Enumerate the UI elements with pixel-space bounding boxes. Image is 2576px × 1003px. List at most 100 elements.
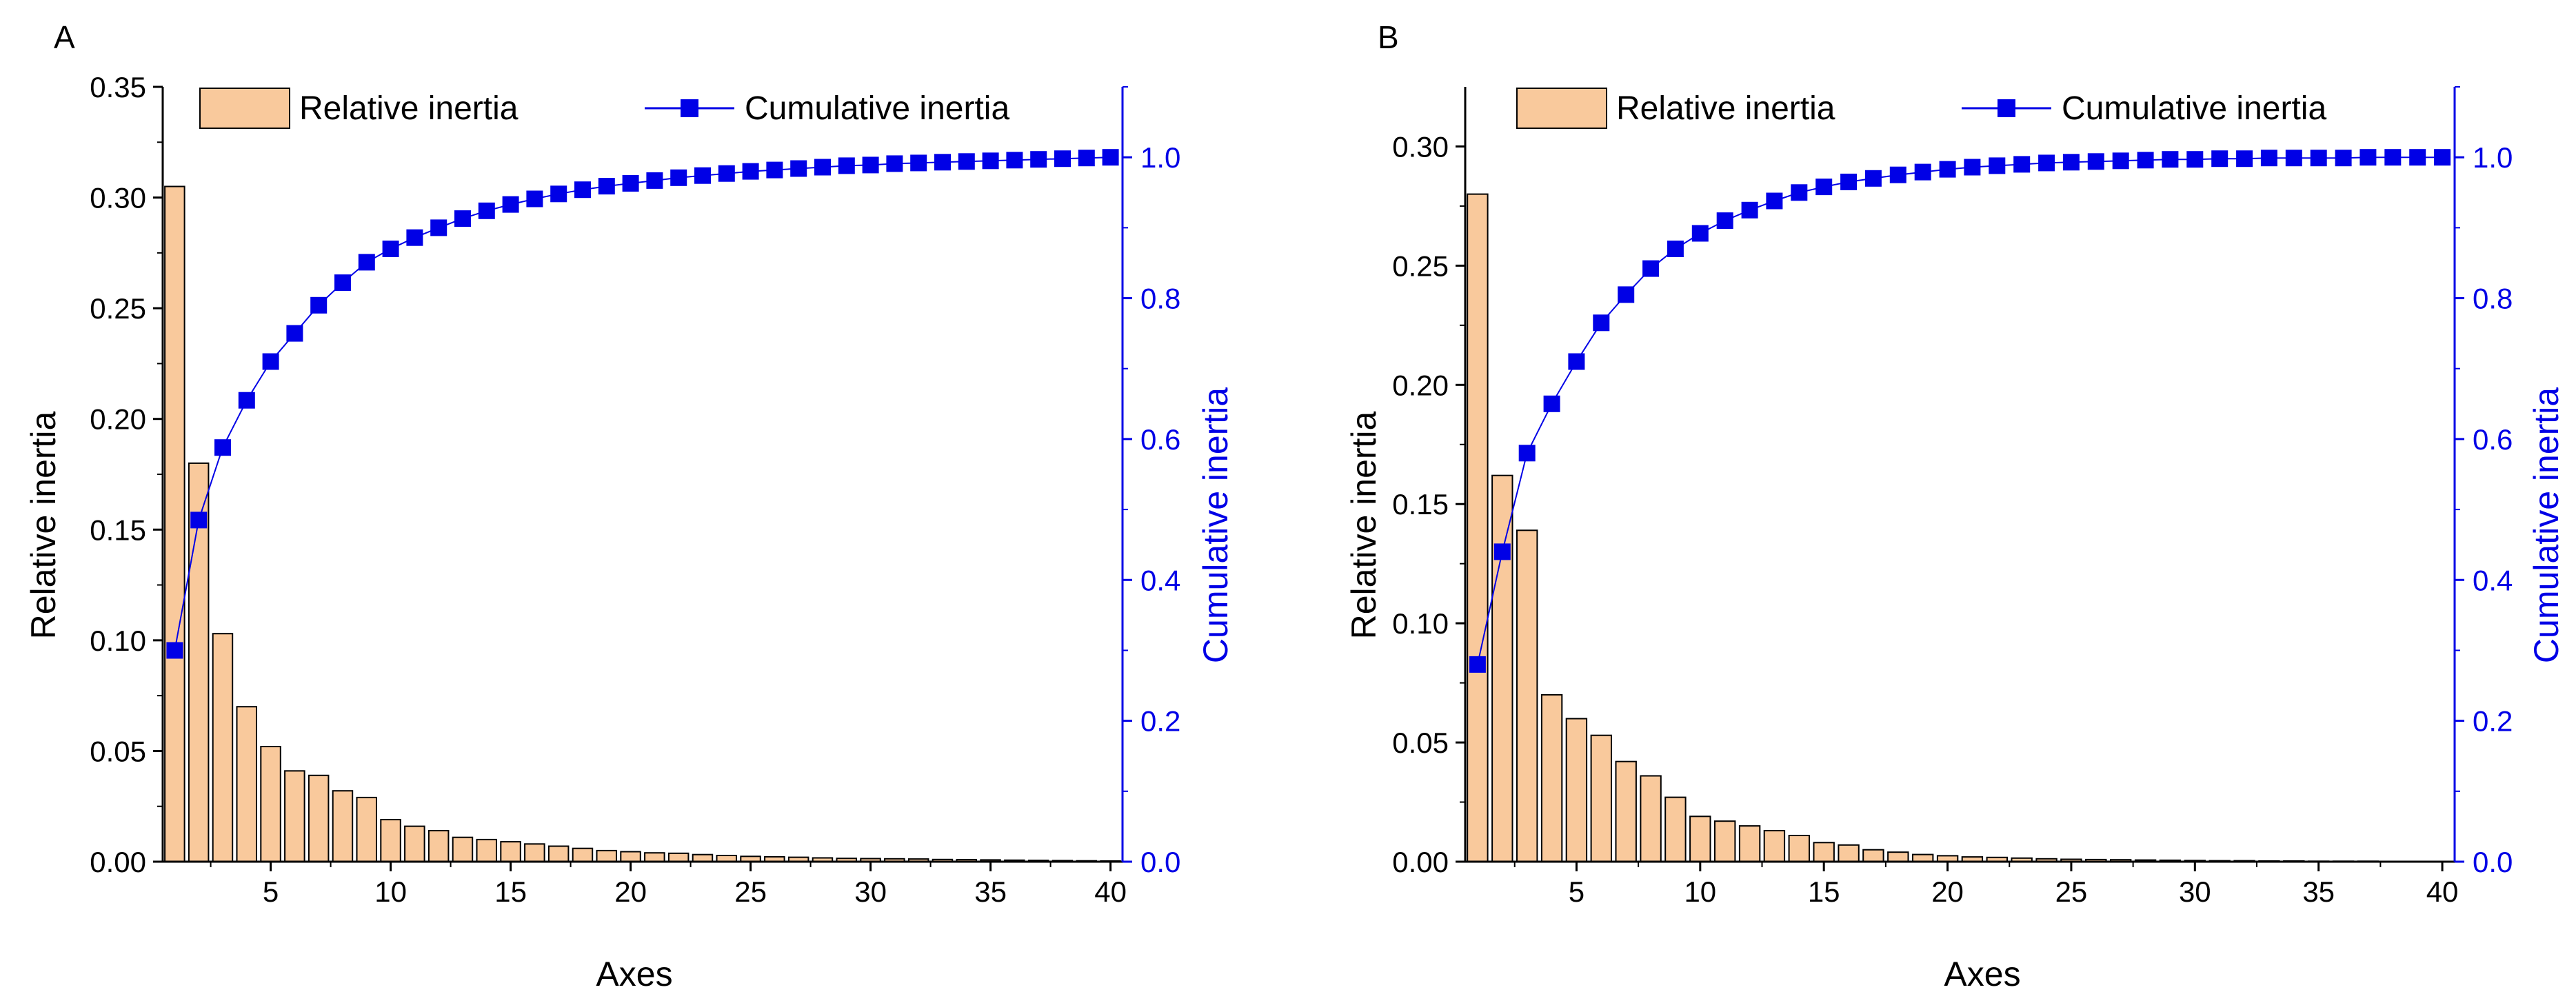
bar — [1813, 842, 1835, 863]
bar — [1788, 835, 1811, 862]
bar — [547, 845, 570, 862]
y-tick-label: 0.15 — [90, 514, 146, 546]
y-tick-label: 0.30 — [1392, 130, 1449, 163]
cumulative-marker — [1054, 150, 1071, 168]
bar — [1491, 474, 1513, 862]
bar — [380, 819, 401, 862]
bar — [1467, 193, 1489, 863]
cumulative-marker — [1964, 159, 1981, 176]
cumulative-marker — [2112, 152, 2129, 170]
cumulative-marker — [2260, 150, 2277, 167]
bar — [332, 790, 354, 862]
cumulative-marker — [478, 202, 495, 219]
cumulative-marker — [646, 172, 663, 189]
x-tick-label: 40 — [1094, 875, 1127, 908]
cumulative-marker — [166, 642, 183, 659]
y-tick-label: 0.30 — [90, 182, 146, 214]
bar — [1516, 529, 1538, 862]
cumulative-marker — [2038, 154, 2055, 172]
bar-series — [164, 185, 1121, 863]
y-tick-label: 0.20 — [90, 403, 146, 436]
cumulative-marker — [1989, 157, 2006, 174]
cumulative-marker — [886, 155, 903, 172]
cumulative-marker — [934, 154, 951, 171]
cumulative-marker — [718, 165, 735, 182]
bar — [1565, 718, 1588, 862]
y2-tick-label: 0.6 — [2473, 423, 2513, 456]
cumulative-marker — [622, 175, 639, 192]
cumulative-marker — [382, 241, 399, 257]
x-tick-label: 25 — [2055, 875, 2088, 908]
bar — [476, 838, 497, 863]
cumulative-marker — [574, 181, 591, 199]
axes: 0.00 0.05 0.10 0.15 0.20 0.25 0.30 0.0 0.2 0.4 0.6… — [1392, 86, 2513, 908]
x-tick-label: 5 — [1569, 875, 1584, 908]
bar — [188, 462, 210, 862]
cumulative-marker — [2285, 150, 2302, 167]
cumulative-marker — [1469, 656, 1486, 673]
bar — [596, 849, 617, 863]
cumulative-marker — [1667, 241, 1684, 257]
bar — [620, 851, 641, 862]
legend-bar-label: Relative inertia — [299, 90, 519, 127]
cumulative-marker — [1741, 201, 1758, 219]
y-tick-label: 0.20 — [1392, 369, 1449, 401]
bar — [427, 830, 450, 862]
cumulative-marker — [1815, 179, 1833, 196]
cumulative-marker — [2359, 149, 2377, 166]
cumulative-marker — [814, 159, 831, 176]
panel-label: A — [54, 19, 75, 55]
bar — [1763, 830, 1786, 862]
cumulative-marker — [262, 353, 279, 370]
bar — [308, 774, 330, 863]
bar — [692, 853, 714, 862]
legend: Relative inertia Cumulative inertia — [199, 88, 1009, 129]
cumulative-marker — [1889, 166, 1906, 183]
bar — [524, 843, 545, 863]
y-tick-label: 0.10 — [90, 625, 146, 657]
legend-bar-swatch — [199, 88, 290, 129]
bar — [1664, 796, 1687, 862]
bar — [1615, 760, 1637, 862]
y-axis-title: Relative inertia — [1345, 411, 1383, 639]
bar — [1912, 853, 1934, 862]
panel-label: B — [1378, 19, 1399, 55]
bar — [1640, 775, 1662, 862]
legend-bar-label: Relative inertia — [1616, 90, 1835, 127]
cumulative-marker — [1716, 212, 1733, 230]
cumulative-marker — [2384, 149, 2402, 166]
cumulative-marker — [694, 167, 711, 184]
cumulative-marker — [1939, 161, 1956, 178]
cumulative-marker — [2062, 154, 2080, 171]
bar — [260, 746, 281, 862]
x-tick-label: 30 — [854, 875, 887, 908]
x-tick-label: 30 — [2179, 875, 2211, 908]
cumulative-marker — [1791, 184, 1808, 201]
x-axis-title: Axes — [596, 955, 672, 993]
y2-tick-label: 0.2 — [2473, 705, 2513, 738]
cumulative-marker — [1618, 286, 1635, 303]
cumulative-marker — [790, 160, 807, 177]
cumulative-marker — [1518, 445, 1536, 462]
y2-tick-label: 1.0 — [2473, 141, 2513, 174]
cumulative-marker — [1864, 170, 1882, 187]
cumulative-marker — [1568, 353, 1585, 370]
y2-tick-label: 0.2 — [1140, 705, 1180, 738]
legend-line-marker — [1998, 99, 2015, 117]
y2-tick-label: 0.6 — [1140, 423, 1180, 456]
x-tick-label: 15 — [494, 875, 527, 908]
cumulative-marker — [1766, 192, 1783, 210]
y2-tick-label: 0.0 — [1140, 846, 1180, 878]
legend-line-label: Cumulative inertia — [745, 90, 1009, 127]
cumulative-marker — [1102, 149, 1119, 166]
bar — [212, 633, 234, 862]
x-tick-label: 20 — [1931, 875, 1964, 908]
cumulative-marker — [1593, 314, 1610, 332]
cumulative-marker — [598, 178, 615, 195]
cumulative-marker — [238, 392, 255, 409]
y-tick-label: 0.25 — [1392, 250, 1449, 282]
y-tick-label: 0.15 — [1392, 488, 1449, 520]
bar — [1838, 844, 1860, 863]
cumulative-marker — [358, 254, 375, 271]
y-axis-title: Relative inertia — [24, 411, 63, 639]
